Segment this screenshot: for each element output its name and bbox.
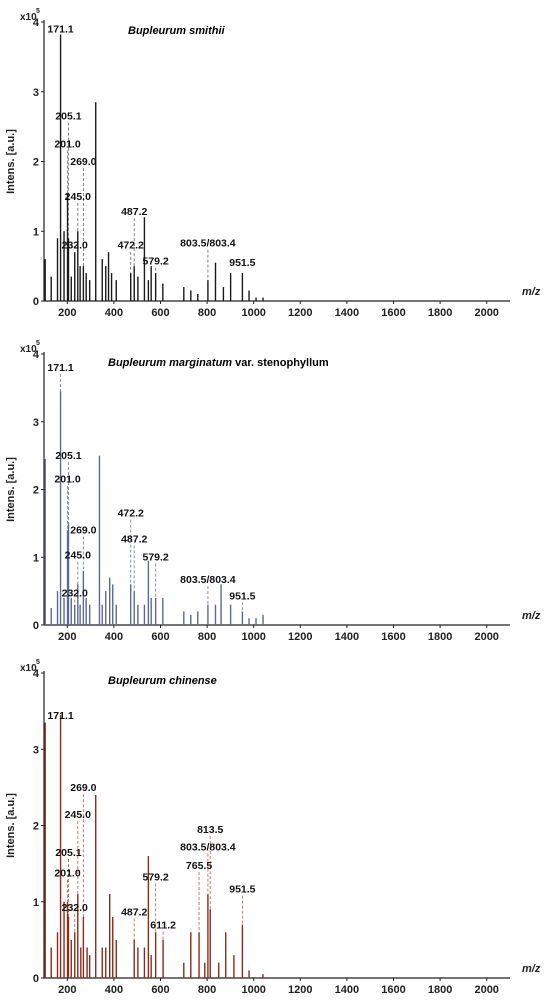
x-tick-label: 1800 bbox=[428, 307, 452, 319]
x-tick-label: 1200 bbox=[288, 307, 312, 319]
y-multiplier-exponent: 5 bbox=[36, 8, 40, 15]
peak-label: 232.0 bbox=[62, 240, 88, 252]
y-multiplier: x10 bbox=[20, 12, 37, 23]
peak-label: 472.2 bbox=[118, 508, 144, 520]
x-tick-label: 1400 bbox=[335, 307, 359, 319]
y-tick-label: 0 bbox=[33, 620, 39, 632]
y-tick-label: 3 bbox=[33, 87, 39, 99]
y-tick-label: 2 bbox=[33, 821, 39, 833]
x-tick-label: 1200 bbox=[288, 631, 312, 643]
peak-label: 232.0 bbox=[62, 902, 88, 914]
peak-label: 579.2 bbox=[143, 871, 169, 883]
peak-label: 803.5/803.4 bbox=[180, 574, 236, 586]
y-axis-label: Intens. [a.u.] bbox=[5, 129, 17, 194]
x-tick-label: 600 bbox=[151, 307, 169, 319]
y-axis-label: Intens. [a.u.] bbox=[5, 457, 17, 522]
x-tick-label: 800 bbox=[198, 307, 216, 319]
peak-label: 269.0 bbox=[70, 525, 96, 537]
x-tick-label: 1600 bbox=[381, 307, 405, 319]
peak-label: 201.0 bbox=[54, 139, 80, 151]
x-tick-label: 200 bbox=[58, 631, 76, 643]
peak-label: 765.5 bbox=[186, 860, 212, 872]
peak-label: 951.5 bbox=[229, 884, 255, 896]
peak-label: 269.0 bbox=[70, 782, 96, 794]
y-axis-label: Intens. [a.u.] bbox=[5, 793, 17, 858]
x-axis-unit: m/z bbox=[522, 286, 541, 298]
peak-label: 487.2 bbox=[121, 206, 147, 218]
y-tick-label: 3 bbox=[33, 417, 39, 429]
x-tick-label: 1600 bbox=[381, 631, 405, 643]
peak-label: 579.2 bbox=[143, 552, 169, 564]
y-tick-label: 1 bbox=[33, 226, 39, 238]
x-tick-label: 1000 bbox=[241, 984, 265, 996]
peak-label: 205.1 bbox=[55, 111, 81, 123]
y-tick-label: 1 bbox=[33, 552, 39, 564]
peak-label: 171.1 bbox=[47, 710, 73, 722]
peak-label: 487.2 bbox=[121, 533, 147, 545]
x-tick-label: 800 bbox=[198, 631, 216, 643]
x-tick-label: 2000 bbox=[474, 307, 498, 319]
y-tick-label: 0 bbox=[33, 296, 39, 308]
peak-label: 813.5 bbox=[197, 824, 223, 836]
x-tick-label: 1800 bbox=[428, 984, 452, 996]
peak-label: 171.1 bbox=[47, 362, 73, 374]
peak-label: 951.5 bbox=[229, 590, 255, 602]
x-tick-label: 1200 bbox=[288, 984, 312, 996]
x-tick-label: 1000 bbox=[241, 307, 265, 319]
panel-title: Bupleurum smithii bbox=[128, 25, 226, 37]
x-tick-label: 400 bbox=[105, 631, 123, 643]
x-axis-unit: m/z bbox=[522, 610, 541, 622]
x-tick-label: 1600 bbox=[381, 984, 405, 996]
peak-label: 803.5/803.4 bbox=[180, 238, 236, 250]
peak-label: 201.0 bbox=[54, 474, 80, 486]
y-tick-label: 4 bbox=[33, 349, 40, 361]
y-tick-label: 2 bbox=[33, 157, 39, 169]
peak-label: 205.1 bbox=[55, 450, 81, 462]
y-tick-label: 1 bbox=[33, 897, 39, 909]
y-tick-label: 3 bbox=[33, 744, 39, 756]
x-tick-label: 600 bbox=[151, 984, 169, 996]
y-tick-label: 2 bbox=[33, 485, 39, 497]
peak-label: 245.0 bbox=[65, 809, 91, 821]
y-multiplier-exponent: 5 bbox=[36, 659, 40, 666]
spectrum-panel-1: 0 1 2 3 4 200 400 600 800 1000 1200 1400 1600 1800 200… bbox=[5, 8, 541, 319]
x-tick-label: 400 bbox=[105, 307, 123, 319]
peak-label: 951.5 bbox=[229, 257, 255, 269]
peak-label: 171.1 bbox=[47, 23, 73, 35]
x-tick-label: 2000 bbox=[474, 984, 498, 996]
peak-label: 487.2 bbox=[121, 906, 147, 918]
peak-label: 245.0 bbox=[65, 550, 91, 562]
panel-title: Bupleurum chinense bbox=[108, 675, 217, 687]
y-tick-label: 4 bbox=[33, 668, 40, 680]
panel-title: Bupleurum marginatum var. stenophyllum bbox=[108, 357, 329, 369]
x-tick-label: 1000 bbox=[241, 631, 265, 643]
peak-label: 205.1 bbox=[55, 847, 81, 859]
x-tick-label: 600 bbox=[151, 631, 169, 643]
y-tick-label: 4 bbox=[33, 17, 40, 29]
peak-label: 269.0 bbox=[70, 156, 96, 168]
peak-label: 579.2 bbox=[143, 256, 169, 268]
x-tick-label: 1400 bbox=[335, 984, 359, 996]
x-axis-unit: m/z bbox=[522, 963, 541, 975]
peak-label: 232.0 bbox=[62, 588, 88, 600]
x-tick-label: 200 bbox=[58, 307, 76, 319]
spectrum-panel-2: 0 1 2 3 4 200 400 600 800 1000 1200 1400 1600 1800 200… bbox=[5, 340, 541, 643]
peak-label: 201.0 bbox=[54, 868, 80, 880]
x-tick-label: 800 bbox=[198, 984, 216, 996]
spectrum-panel-3: 0 1 2 3 4 200 400 600 800 1000 1200 1400 1600 1800 200… bbox=[5, 659, 541, 996]
y-multiplier-exponent: 5 bbox=[36, 340, 40, 347]
peak-label: 803.5/803.4 bbox=[180, 842, 236, 854]
x-tick-label: 1800 bbox=[428, 631, 452, 643]
x-tick-label: 2000 bbox=[474, 631, 498, 643]
y-multiplier: x10 bbox=[20, 344, 37, 355]
peak-label: 245.0 bbox=[65, 191, 91, 203]
peak-label: 472.2 bbox=[118, 240, 144, 252]
x-tick-label: 400 bbox=[105, 984, 123, 996]
y-multiplier: x10 bbox=[20, 663, 37, 674]
y-tick-label: 0 bbox=[33, 973, 39, 985]
x-tick-label: 1400 bbox=[335, 631, 359, 643]
peak-label: 611.2 bbox=[150, 919, 176, 931]
x-tick-label: 200 bbox=[58, 984, 76, 996]
